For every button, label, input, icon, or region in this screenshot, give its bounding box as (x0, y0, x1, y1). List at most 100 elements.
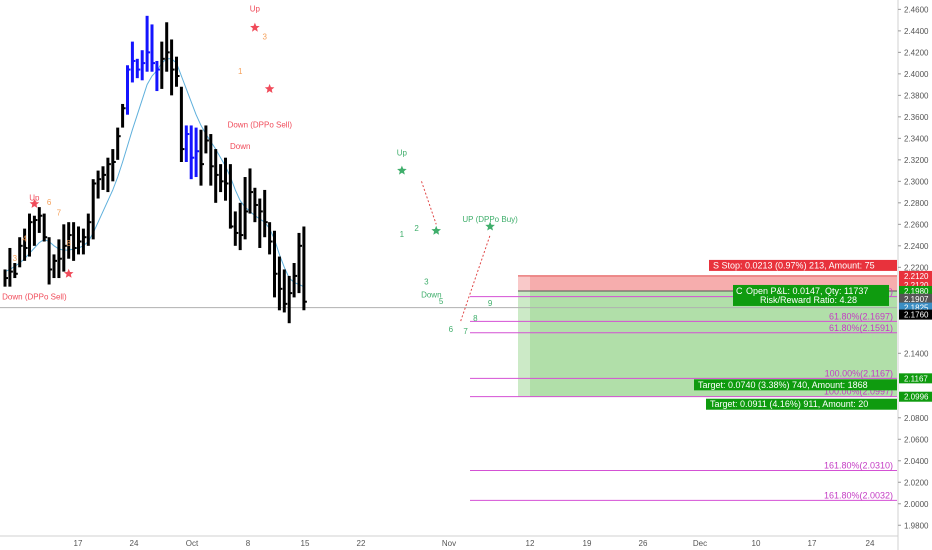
zone-fade (518, 275, 530, 397)
star-marker (431, 225, 441, 235)
ohlc-bar (228, 164, 234, 229)
target-info-label-bg (694, 379, 897, 391)
pnl-box-bg (733, 284, 889, 306)
star-marker (485, 221, 495, 231)
chart-annotation: 1 (400, 230, 405, 239)
star-marker (63, 268, 74, 278)
time-tick-label: 8 (246, 539, 251, 548)
ohlc-bar (28, 213, 33, 257)
ohlc-bar (209, 134, 214, 186)
time-tick-label: 19 (583, 539, 592, 548)
chart-annotation: 7 (463, 327, 468, 336)
chart-annotation: Down (DPPo Sell) (228, 121, 293, 130)
ohlc-bar (189, 125, 195, 180)
star-marker (29, 198, 40, 208)
price-tick-label: 2.1400 (904, 349, 929, 358)
ohlc-bar (238, 202, 244, 251)
price-tick-label: 2.4000 (904, 70, 929, 79)
price-tick-label: 1.9800 (904, 521, 929, 530)
ohlc-bar (23, 228, 28, 261)
chart-annotation: 6 (47, 198, 52, 207)
ohlc-bar (297, 232, 302, 294)
ohlc-bar (204, 125, 209, 154)
chart-annotation: Up (250, 5, 261, 14)
ohlc-bar (302, 226, 307, 311)
chart-annotation: 8 (473, 314, 478, 323)
target-zone (518, 290, 897, 397)
fib-level-label: 100.00%(2.1167) (825, 368, 893, 378)
price-tick-label: 2.3400 (904, 134, 929, 143)
ohlc-bar (282, 269, 288, 313)
chart-annotation: 1 (238, 67, 243, 76)
price-tag (899, 280, 932, 291)
time-tick-label: 26 (639, 539, 648, 548)
ohlc-bar (126, 65, 131, 115)
time-tick-label: 12 (526, 539, 535, 548)
projection-line (421, 181, 437, 225)
star-marker (397, 165, 407, 175)
price-tag-label: 2.1167 (904, 374, 928, 383)
chart-annotation: 9 (488, 299, 493, 308)
price-tag-label: 2.1907 (904, 295, 929, 304)
ohlc-bar (179, 86, 185, 162)
ohlc-bar (273, 230, 278, 298)
price-tick-label: 2.2200 (904, 263, 929, 272)
time-tick-label: Oct (186, 539, 199, 548)
price-tick-label: 2.3600 (904, 113, 929, 122)
target-info-label: Target: 0.0740 (3.38%) 740, Amount: 1868 (698, 380, 868, 390)
price-tick-label: 2.2400 (904, 242, 929, 251)
price-tick-label: 2.2600 (904, 220, 929, 229)
price-tag-label: 2.1980 (904, 287, 929, 296)
ohlc-bar (18, 237, 23, 268)
price-tag (899, 373, 932, 384)
ohlc-bar (77, 226, 82, 255)
ohlc-bar (130, 41, 136, 83)
chart-annotation: 4 (22, 235, 27, 244)
ohlc-bar (233, 211, 239, 246)
ohlc-bar (47, 237, 53, 285)
ohlc-bar (155, 60, 160, 92)
chart-annotation: Down (421, 290, 441, 299)
ohlc-bar (140, 50, 146, 81)
time-tick-label: Dec (693, 539, 707, 548)
ohlc-bar (37, 207, 43, 233)
ohlc-bar (145, 15, 151, 72)
ohlc-bar (116, 127, 121, 160)
ohlc-bar (96, 170, 102, 199)
price-tick-label: 2.0800 (904, 414, 929, 423)
ohlc-bar (101, 166, 106, 190)
target2-info-label: Target: 0.0911 (4.16%) 911, Amount: 20 (710, 399, 868, 409)
chart-annotation: 5 (439, 297, 444, 306)
fib-level-label: 61.80%(2.1591) (829, 323, 893, 333)
fib-level-label: 161.80%(2.0032) (824, 490, 893, 500)
chart-annotation: UP (DPPo Buy) (462, 215, 518, 224)
ohlc-bar (3, 269, 8, 287)
ohlc-bar (86, 213, 92, 246)
ohlc-bar (263, 189, 268, 238)
stop-info-label-bg (709, 259, 897, 271)
price-tag-label: 2.2120 (904, 281, 929, 290)
ohlc-bar (106, 157, 111, 193)
price-tag (899, 309, 932, 320)
ohlc-bar (81, 228, 87, 255)
star-marker (264, 83, 275, 93)
ohlc-bar (224, 157, 229, 201)
ohlc-bar (253, 187, 258, 223)
chart-annotation: 7 (57, 209, 62, 218)
price-tick-label: 2.0200 (904, 478, 929, 487)
time-tick-label: 17 (808, 539, 817, 548)
price-tick-label: 2.3800 (904, 91, 929, 100)
ohlc-bar (8, 247, 13, 287)
star-marker (250, 22, 260, 32)
stop-info-label: S Stop: 0.0213 (0.97%) 213, Amount: 75 (713, 260, 875, 270)
ohlc-bar (67, 222, 72, 259)
price-tag (899, 293, 932, 304)
time-tick-label: 24 (866, 539, 875, 548)
price-tick-label: 2.4400 (904, 27, 929, 36)
price-tag-label: 2.2120 (904, 272, 929, 281)
chart-annotation: 3 (13, 254, 18, 263)
chart-annotation: Up (397, 149, 408, 158)
ohlc-bar (91, 179, 97, 240)
ohlc-bar (214, 149, 219, 203)
